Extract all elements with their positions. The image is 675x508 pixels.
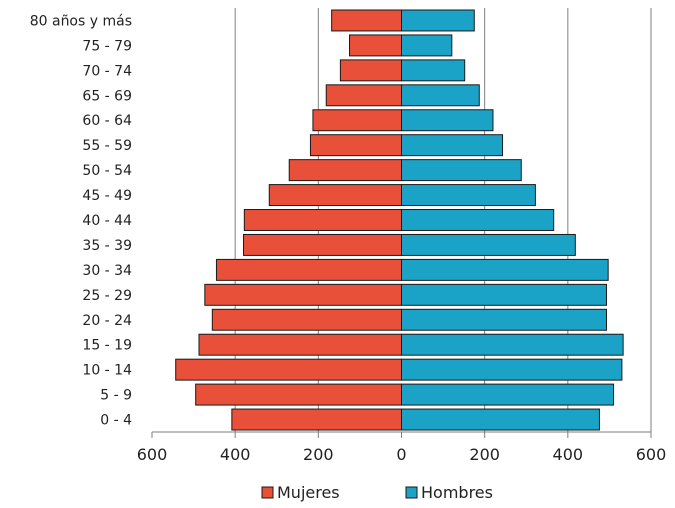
bar-mujeres-9 [268, 184, 403, 207]
category-label: 40 - 44 [82, 213, 132, 229]
bar-mujeres-14 [339, 59, 402, 82]
bar-hombres-8 [401, 209, 555, 231]
legend-swatch-hombres [405, 486, 418, 499]
bar-hombres-9 [401, 184, 536, 207]
bar-hombres-12 [401, 109, 494, 132]
bar-hombres-4 [401, 308, 608, 331]
bar-mujeres-11 [309, 134, 402, 157]
bar-hombres-7 [401, 233, 576, 256]
legend-label-mujeres: Mujeres [277, 483, 340, 502]
category-label: 35 - 39 [82, 238, 132, 254]
bar-hombres-13 [401, 84, 480, 107]
bars-layer [175, 9, 624, 431]
bar-mujeres-2 [175, 358, 402, 381]
bar-hombres-3 [401, 333, 624, 356]
category-label: 20 - 24 [82, 313, 132, 329]
category-label: 45 - 49 [82, 188, 132, 204]
category-label: 70 - 74 [82, 63, 132, 79]
x-tick-label: 400 [220, 445, 251, 464]
bar-mujeres-0 [231, 408, 402, 431]
x-tick-label: 200 [469, 445, 500, 464]
x-tick-label: 600 [137, 445, 168, 464]
bar-hombres-16 [401, 9, 475, 32]
bar-hombres-0 [401, 408, 600, 431]
bar-mujeres-16 [331, 9, 403, 32]
bar-hombres-1 [401, 383, 615, 406]
bar-mujeres-8 [243, 209, 402, 231]
x-tick-label: 600 [636, 445, 667, 464]
legend-swatch-mujeres [261, 486, 274, 499]
bar-hombres-15 [401, 34, 453, 57]
bar-mujeres-13 [325, 84, 402, 107]
bar-mujeres-7 [242, 233, 402, 256]
category-label: 15 - 19 [82, 338, 132, 354]
legend-label-hombres: Hombres [421, 483, 493, 502]
bar-hombres-14 [401, 59, 466, 82]
x-tick-label: 0 [396, 445, 406, 464]
bar-mujeres-5 [204, 283, 402, 306]
bar-mujeres-10 [288, 159, 403, 182]
bar-mujeres-1 [195, 383, 402, 406]
bar-hombres-11 [401, 134, 504, 157]
category-label: 80 años y más [30, 13, 132, 29]
category-label: 25 - 29 [82, 288, 132, 304]
category-label: 10 - 14 [82, 363, 132, 379]
category-label: 55 - 59 [82, 138, 132, 154]
legend: Mujeres Hombres [261, 483, 493, 502]
category-label: 5 - 9 [100, 388, 132, 404]
bar-mujeres-6 [215, 258, 402, 281]
bar-mujeres-3 [198, 333, 402, 356]
x-tick-label: 200 [303, 445, 334, 464]
category-label: 50 - 54 [82, 163, 132, 179]
bar-hombres-2 [401, 358, 623, 381]
bar-hombres-5 [401, 283, 608, 306]
category-label: 30 - 34 [82, 263, 132, 279]
category-label: 75 - 79 [82, 38, 132, 54]
bar-mujeres-12 [312, 109, 402, 132]
bar-mujeres-15 [349, 34, 403, 57]
bar-mujeres-4 [211, 308, 402, 331]
x-tick-label: 400 [553, 445, 584, 464]
category-labels: 0 - 4 5 - 9 10 - 14 15 - 19 20 - 24 25 - 29 30… [30, 13, 132, 428]
bar-hombres-10 [401, 159, 522, 182]
category-label: 65 - 69 [82, 88, 132, 104]
category-label: 60 - 64 [82, 113, 132, 129]
axis-layer: 600 400 200 0 200 400 600 [137, 431, 667, 464]
category-label: 0 - 4 [100, 413, 132, 429]
bar-hombres-6 [401, 258, 609, 281]
